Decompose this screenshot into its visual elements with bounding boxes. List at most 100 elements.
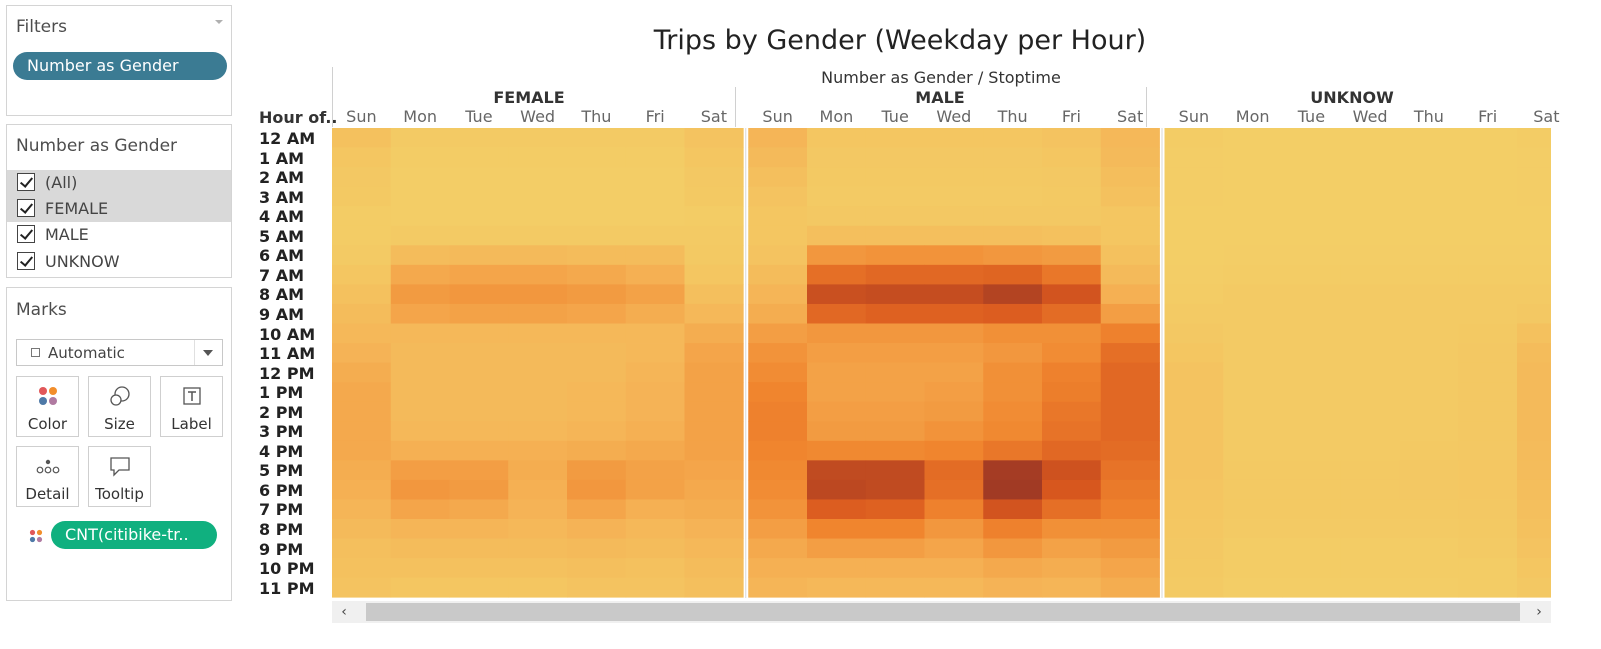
heatmap-cell[interactable] [865,460,925,481]
heatmap-cell[interactable] [1399,186,1459,207]
heatmap-cell[interactable] [1100,440,1160,461]
heatmap-cell[interactable] [390,499,450,520]
heatmap-cell[interactable] [807,284,867,305]
heatmap-cell[interactable] [1458,440,1518,461]
checkbox-checked-icon[interactable] [17,225,35,243]
heatmap-cell[interactable] [748,186,808,207]
heatmap-cell[interactable] [567,440,627,461]
heatmap-cell[interactable] [508,147,568,168]
heatmap-cell[interactable] [684,460,744,481]
heatmap-cell[interactable] [1517,128,1551,148]
heatmap-cell[interactable] [807,225,867,246]
heatmap-cell[interactable] [332,186,392,207]
heatmap-cell[interactable] [390,479,450,500]
heatmap-cell[interactable] [983,284,1043,305]
heatmap-cell[interactable] [1042,225,1102,246]
heatmap-cell[interactable] [390,225,450,246]
heatmap-cell[interactable] [332,128,392,148]
heatmap-cell[interactable] [1399,440,1459,461]
heatmap-cell[interactable] [748,343,808,363]
mark-type-dropdown[interactable]: Automatic [16,339,223,366]
heatmap-cell[interactable] [1042,245,1102,266]
heatmap-cell[interactable] [625,323,685,344]
heatmap-cell[interactable] [924,303,984,324]
heatmap-cell[interactable] [1223,245,1283,266]
heatmap-cell[interactable] [983,186,1043,207]
heatmap-cell[interactable] [1223,421,1283,442]
heatmap-cell[interactable] [1282,167,1342,188]
heatmap-cell[interactable] [684,479,744,500]
heatmap-cell[interactable] [449,440,509,461]
heatmap-cell[interactable] [1042,479,1102,500]
checkbox-checked-icon[interactable] [17,173,35,191]
heatmap-cell[interactable] [983,167,1043,188]
heatmap-cell[interactable] [1164,499,1224,520]
heatmap-cell[interactable] [983,558,1043,579]
heatmap-cell[interactable] [865,284,925,305]
heatmap-cell[interactable] [567,284,627,305]
heatmap-cell[interactable] [1340,128,1400,148]
heatmap-cell[interactable] [332,460,392,481]
heatmap-cell[interactable] [924,440,984,461]
heatmap-cell[interactable] [625,264,685,285]
heatmap-cell[interactable] [1100,186,1160,207]
heatmap-cell[interactable] [625,401,685,422]
heatmap-cell[interactable] [983,421,1043,442]
heatmap-cell[interactable] [1399,225,1459,246]
heatmap-cell[interactable] [508,421,568,442]
heatmap-cell[interactable] [449,343,509,363]
heatmap-cell[interactable] [1100,499,1160,520]
heatmap-cell[interactable] [684,343,744,363]
heatmap-cell[interactable] [748,303,808,324]
heatmap-cell[interactable] [865,128,925,148]
heatmap-cell[interactable] [1223,577,1283,598]
filter-option-female[interactable]: FEMALE [7,196,231,222]
heatmap-cell[interactable] [684,128,744,148]
heatmap-cell[interactable] [1517,186,1551,207]
heatmap-cell[interactable] [1282,440,1342,461]
heatmap-cell[interactable] [390,558,450,579]
heatmap-cell[interactable] [924,167,984,188]
heatmap-cell[interactable] [1164,538,1224,559]
heatmap-cell[interactable] [1517,440,1551,461]
heatmap-cell[interactable] [332,382,392,403]
heatmap-cell[interactable] [449,167,509,188]
heatmap-cell[interactable] [748,401,808,422]
heatmap-cell[interactable] [1223,479,1283,500]
heatmap-cell[interactable] [1042,303,1102,324]
heatmap-cell[interactable] [390,264,450,285]
heatmap-cell[interactable] [1100,245,1160,266]
heatmap-cell[interactable] [332,206,392,227]
heatmap-cell[interactable] [390,401,450,422]
heatmap-cell[interactable] [1517,323,1551,344]
heatmap-cell[interactable] [748,323,808,344]
heatmap-cell[interactable] [1340,460,1400,481]
heatmap-cell[interactable] [865,479,925,500]
heatmap-cell[interactable] [983,538,1043,559]
heatmap-cell[interactable] [1223,147,1283,168]
heatmap-cell[interactable] [983,264,1043,285]
heatmap-cell[interactable] [983,343,1043,363]
heatmap-cell[interactable] [449,382,509,403]
heatmap-cell[interactable] [1399,284,1459,305]
heatmap-cell[interactable] [1042,264,1102,285]
heatmap-cell[interactable] [865,440,925,461]
scroll-left-icon[interactable]: ‹ [341,604,347,620]
heatmap-cell[interactable] [1223,264,1283,285]
heatmap-cell[interactable] [983,401,1043,422]
heatmap-cell[interactable] [1340,558,1400,579]
heatmap-cell[interactable] [449,206,509,227]
heatmap-cell[interactable] [567,558,627,579]
heatmap-cell[interactable] [1164,284,1224,305]
heatmap-cell[interactable] [1399,558,1459,579]
heatmap-cell[interactable] [332,440,392,461]
heatmap-cell[interactable] [508,245,568,266]
heatmap-cell[interactable] [567,479,627,500]
heatmap-cell[interactable] [625,362,685,383]
heatmap-cell[interactable] [807,303,867,324]
heatmap-cell[interactable] [508,323,568,344]
heatmap-cell[interactable] [1399,577,1459,598]
heatmap-cell[interactable] [684,284,744,305]
heatmap-cell[interactable] [1458,577,1518,598]
heatmap-cell[interactable] [748,440,808,461]
